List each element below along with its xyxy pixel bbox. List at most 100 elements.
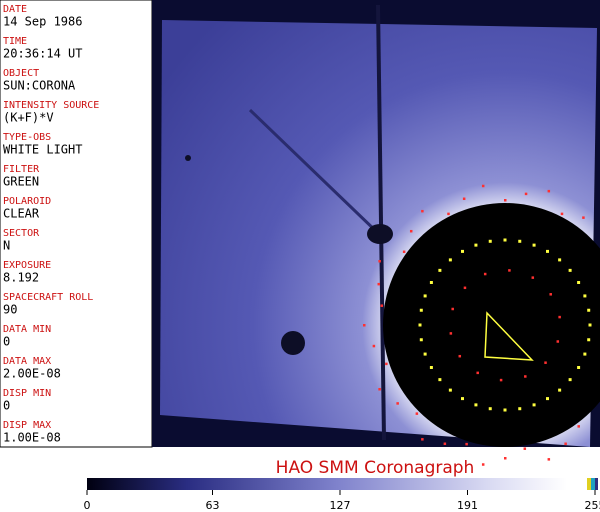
colorbar-tick-label: 127 [330,499,351,512]
overlay-dots [363,184,592,466]
colorbar-end [587,478,591,490]
yellow-dot [583,294,587,298]
yellow-dot [503,408,507,412]
red-dot [508,269,511,272]
red-dot [421,209,424,213]
red-dot [560,212,564,216]
red-dot [458,354,462,358]
red-dot [523,447,527,450]
field-value: 90 [3,303,17,317]
yellow-dot [583,352,587,356]
red-dot [465,442,468,446]
yellow-dot [423,294,427,298]
red-dot [385,362,388,366]
field-label: FILTER [3,164,40,175]
red-dot [378,388,381,391]
red-dot [582,216,585,219]
field-label: INTENSITY SOURCE [3,100,99,111]
yellow-dot [419,308,423,312]
colorbar-tick-label: 255 [585,499,600,512]
field-label: DISP MAX [3,420,51,431]
field-value: 1.00E-08 [3,431,61,445]
yellow-dot [518,407,522,411]
field-value: 2.00E-08 [3,367,61,381]
yellow-dot [418,323,422,327]
red-dot [547,458,551,461]
red-dot [481,463,485,466]
red-dot [558,315,561,319]
red-dot [402,250,406,254]
yellow-dot [419,338,423,342]
yellow-dot [532,243,536,247]
field-label: DATA MAX [3,356,51,367]
yellow-dot [461,397,464,401]
yellow-dot [568,268,572,272]
colorbar-tick-label: 191 [457,499,478,512]
field-label: EXPOSURE [3,260,51,271]
red-dot [531,276,535,279]
yellow-dot [588,323,592,327]
streak [248,108,382,237]
field-label: TYPE-OBS [3,132,51,143]
field-value: WHITE LIGHT [3,143,82,157]
pylon [376,4,386,441]
yellow-dot [448,258,452,262]
field-value: CLEAR [3,207,40,221]
yellow-dot [503,238,507,242]
red-dot [524,375,527,378]
field-value: (K+F)*V [3,111,54,125]
colorbar-end [591,478,595,490]
field-label: DATE [3,4,27,15]
field-value: N [3,239,10,253]
field-value: 0 [3,335,10,349]
yellow-dot [438,268,442,272]
field-label: SPACECRAFT ROLL [3,292,93,303]
yellow-dot [587,338,591,342]
red-dot [549,293,552,296]
yellow-dot [448,388,452,392]
field-label: POLAROID [3,196,51,207]
title: HAO SMM Coronagraph [276,458,475,478]
occulter [383,203,600,447]
yellow-dot [461,249,464,253]
red-dot [556,340,560,343]
red-dot [378,259,381,263]
blob [367,224,393,244]
red-dot [449,332,453,335]
yellow-dot [558,388,562,392]
field-value: 20:36:14 UT [3,47,82,61]
field-value: 14 Sep 1986 [3,15,82,29]
yellow-dot [474,243,478,247]
yellow-dot [438,378,442,382]
yellow-dot [429,366,433,369]
colorbar-tick-label: 0 [84,499,91,512]
yellow-dot [587,308,591,312]
yellow-dot [488,407,492,411]
red-dot [380,304,384,307]
yellow-dot [546,397,549,401]
yellow-dot [577,281,581,284]
red-dot [481,184,485,188]
red-dot [396,402,399,405]
red-dot [547,189,551,193]
red-dot [463,286,467,290]
red-dot [524,192,528,196]
field-value: 8.192 [3,271,39,285]
yellow-dot [568,378,572,382]
red-dot [443,442,447,446]
red-dot [504,199,507,202]
field-label: DISP MIN [3,388,51,399]
info-panel [0,0,153,448]
red-dot [483,272,487,276]
red-dot [372,344,376,348]
red-dot [499,378,503,382]
field-label: DATA MIN [3,324,51,335]
field-label: TIME [3,36,27,47]
yellow-dot [488,239,492,243]
red-dot [447,212,450,216]
colorbar-ticks: 0 63 127 191 255 [84,490,600,512]
red-dot [421,438,424,441]
yellow-dot [474,403,478,407]
